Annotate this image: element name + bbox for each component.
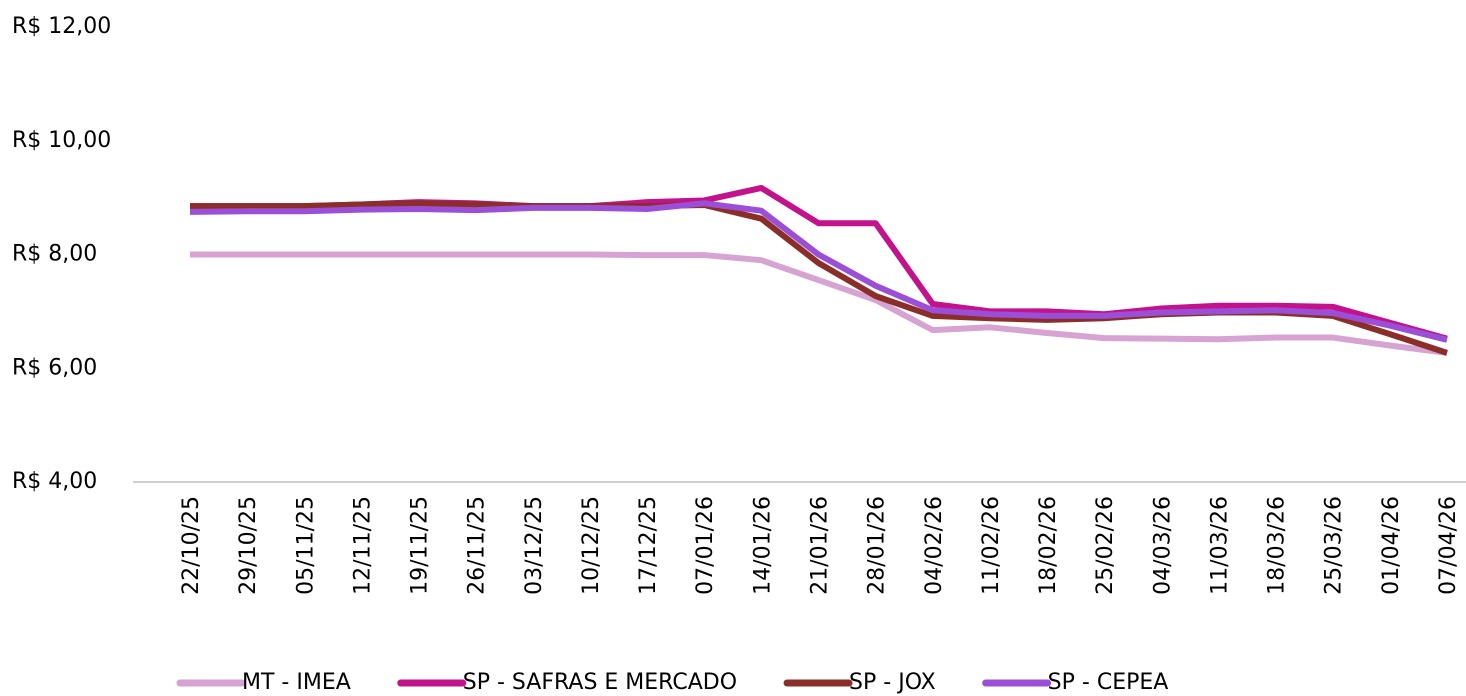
x-tick-label: 04/03/26 bbox=[1150, 496, 1175, 595]
x-tick-label: 25/03/26 bbox=[1322, 496, 1347, 595]
x-tick-label: 29/10/25 bbox=[236, 496, 261, 595]
y-tick-label: R$ 12,00 bbox=[12, 14, 111, 39]
x-tick-label: 01/04/26 bbox=[1379, 496, 1404, 595]
x-tick-label: 12/11/25 bbox=[350, 496, 375, 595]
y-tick-label: R$ 8,00 bbox=[12, 242, 97, 267]
x-tick-label: 18/03/26 bbox=[1265, 496, 1290, 595]
x-tick-label: 07/04/26 bbox=[1436, 496, 1461, 595]
x-tick-label: 11/02/26 bbox=[979, 496, 1004, 595]
x-tick-label: 18/02/26 bbox=[1036, 496, 1061, 595]
series-line bbox=[190, 251, 1448, 356]
x-tick-label: 28/01/26 bbox=[865, 496, 890, 595]
x-tick-label: 17/12/25 bbox=[636, 496, 661, 595]
y-tick-label: R$ 10,00 bbox=[12, 128, 111, 153]
legend-label: SP - SAFRAS E MERCADO bbox=[463, 670, 737, 695]
series-line bbox=[189, 200, 1448, 343]
x-tick-label: 26/11/25 bbox=[465, 496, 490, 595]
x-tick-label: 07/01/26 bbox=[693, 496, 718, 595]
legend-label: SP - JOX bbox=[849, 670, 936, 695]
y-tick-label: R$ 4,00 bbox=[12, 469, 97, 494]
x-tick-label: 05/11/25 bbox=[293, 496, 318, 595]
y-tick-label: R$ 6,00 bbox=[12, 355, 97, 380]
x-tick-label: 14/01/26 bbox=[750, 496, 775, 595]
legend-label: SP - CEPEA bbox=[1048, 670, 1169, 695]
x-tick-label: 10/12/25 bbox=[579, 496, 604, 595]
x-tick-label: 03/12/25 bbox=[522, 496, 547, 595]
x-tick-label: 22/10/25 bbox=[179, 496, 204, 595]
x-tick-label: 04/02/26 bbox=[922, 496, 947, 595]
x-tick-label: 19/11/25 bbox=[408, 496, 433, 595]
x-tick-label: 21/01/26 bbox=[808, 496, 833, 595]
x-tick-label: 25/02/26 bbox=[1093, 496, 1118, 595]
legend-label: MT - IMEA bbox=[242, 670, 351, 695]
x-tick-label: 11/03/26 bbox=[1207, 496, 1232, 595]
